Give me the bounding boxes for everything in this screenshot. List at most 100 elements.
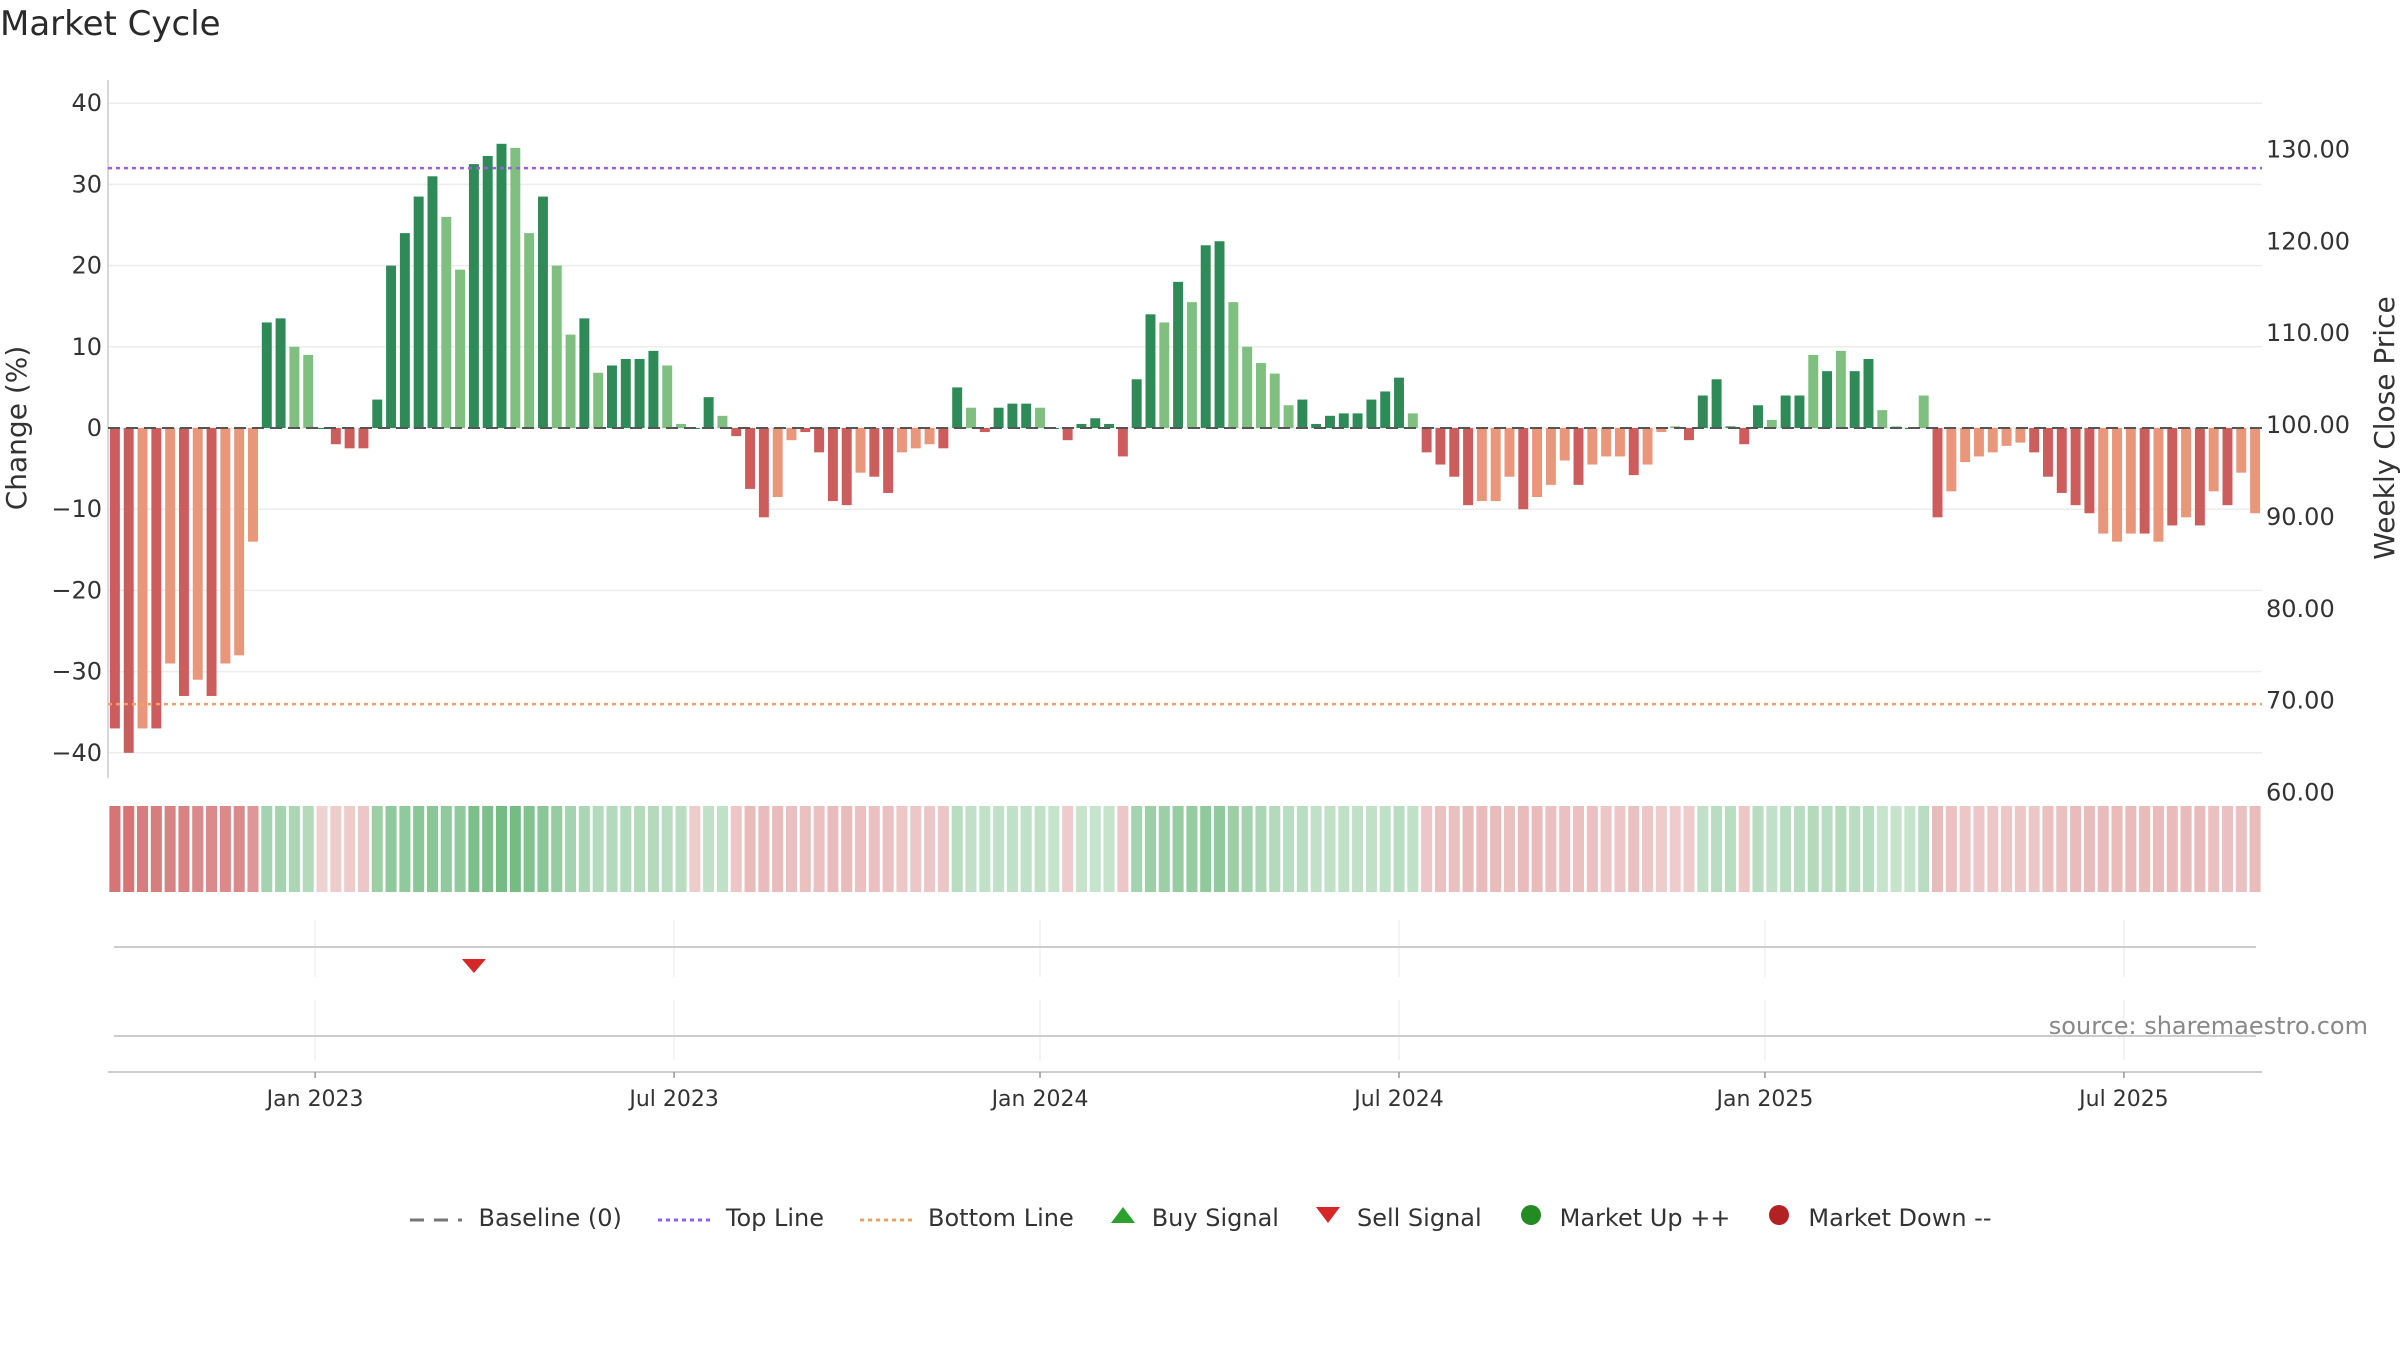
- cycle-strip-cell: [2139, 806, 2151, 892]
- cycle-strip-cell: [2249, 806, 2261, 892]
- cycle-strip-cell: [924, 806, 936, 892]
- legend-item-top-line[interactable]: Top Line: [656, 1204, 824, 1232]
- cycle-strip-cell: [799, 806, 811, 892]
- cycle-strip-cell: [661, 806, 673, 892]
- cycle-strip-cell: [1669, 806, 1681, 892]
- legend-item-baseline[interactable]: Baseline (0): [408, 1204, 622, 1232]
- cycle-strip-cell: [1034, 806, 1046, 892]
- change-bar: [1684, 428, 1694, 441]
- source-label: source: sharemaestro.com: [2049, 1012, 2368, 1040]
- legend-label-bottom-line: Bottom Line: [928, 1204, 1074, 1232]
- cycle-strip-cell: [647, 806, 659, 892]
- change-bar: [123, 428, 134, 753]
- cycle-strip-cell: [2111, 806, 2123, 892]
- change-bar: [2015, 428, 2026, 443]
- change-bar: [786, 428, 797, 441]
- change-bar: [607, 365, 617, 428]
- cycle-strip-cell: [2014, 806, 2026, 892]
- cycle-strip-cell: [1766, 806, 1778, 892]
- change-bar: [1435, 428, 1446, 465]
- y2-axis-title: Weekly Close Price: [2368, 296, 2400, 559]
- cycle-strip-cell: [993, 806, 1005, 892]
- cycle-strip-cell: [1462, 806, 1474, 892]
- cycle-strip-cell: [1324, 806, 1336, 892]
- cycle-strip-cell: [1448, 806, 1460, 892]
- change-bar: [2125, 428, 2136, 534]
- change-bar: [1035, 407, 1045, 428]
- change-bar: [717, 415, 728, 428]
- cycle-strip-cell: [2180, 806, 2192, 892]
- cycle-strip-cell: [2028, 806, 2040, 892]
- change-bar: [966, 407, 976, 428]
- cycle-strip-cell: [1780, 806, 1792, 892]
- cycle-strip-cell: [233, 806, 245, 892]
- legend-item-bottom-line[interactable]: Bottom Line: [858, 1204, 1074, 1232]
- change-bar: [1463, 428, 1474, 506]
- change-bar: [2001, 428, 2012, 446]
- cycle-strip-cell: [1310, 806, 1322, 892]
- legend-label-top-line: Top Line: [725, 1204, 825, 1232]
- change-bar: [676, 423, 686, 428]
- change-bar: [1532, 428, 1543, 498]
- change-bar: [1325, 415, 1335, 428]
- change-bar: [814, 428, 825, 453]
- cycle-strip-cell: [868, 806, 880, 892]
- change-bar: [1407, 413, 1418, 428]
- y-tick-label: −40: [51, 739, 102, 767]
- cycle-strip-cell: [1006, 806, 1018, 892]
- cycle-strip-cell: [1421, 806, 1433, 892]
- y-tick-label: −20: [51, 576, 102, 604]
- x-tick-label: Jul 2023: [627, 1087, 719, 1112]
- cycle-strip-cell: [440, 806, 452, 892]
- cycle-strip-cell: [206, 806, 218, 892]
- change-bar: [468, 164, 479, 428]
- legend-item-sell-signal[interactable]: Sell Signal: [1313, 1204, 1482, 1232]
- legend-item-buy-signal[interactable]: Buy Signal: [1108, 1204, 1279, 1232]
- cycle-strip-cell: [344, 806, 356, 892]
- cycle-strip-cell: [1517, 806, 1529, 892]
- change-bar: [1960, 428, 1971, 463]
- change-bar: [2084, 428, 2095, 514]
- change-bar: [1946, 428, 1957, 492]
- red-dot-icon: [1764, 1203, 1794, 1233]
- y-tick-label: 10: [71, 333, 102, 361]
- cycle-strip-cell: [1628, 806, 1640, 892]
- legend-label-baseline: Baseline (0): [478, 1204, 622, 1232]
- change-bar: [593, 372, 604, 428]
- green-dot-icon: [1516, 1203, 1546, 1233]
- cycle-strip-cell: [2194, 806, 2206, 892]
- change-bar: [952, 387, 963, 428]
- change-bar: [1214, 241, 1225, 428]
- cycle-strip-cell: [2125, 806, 2137, 892]
- change-bar: [399, 233, 410, 428]
- legend-item-market-down[interactable]: Market Down --: [1764, 1203, 1992, 1233]
- cycle-strip-cell: [2001, 806, 2013, 892]
- change-bar: [1228, 302, 1239, 428]
- change-bar: [745, 428, 756, 489]
- cycle-strip-cell: [578, 806, 590, 892]
- change-bar: [1987, 428, 1998, 453]
- change-bar: [634, 358, 645, 428]
- change-bar: [1159, 322, 1170, 428]
- change-bar: [344, 428, 355, 449]
- change-bar: [261, 322, 272, 428]
- change-bar: [1476, 428, 1487, 502]
- change-bar: [1421, 428, 1432, 453]
- legend-label-market-up: Market Up ++: [1559, 1204, 1731, 1232]
- change-bar: [1283, 405, 1294, 428]
- cycle-strip-cell: [620, 806, 632, 892]
- cycle-strip-cell: [1186, 806, 1198, 892]
- cycle-strip-cell: [1227, 806, 1239, 892]
- change-bar: [289, 346, 300, 428]
- cycle-strip-cell: [634, 806, 646, 892]
- legend-item-market-up[interactable]: Market Up ++: [1516, 1203, 1731, 1233]
- change-bar: [496, 143, 507, 429]
- change-bar: [1835, 350, 1846, 428]
- cycle-strip-cell: [1241, 806, 1253, 892]
- cycle-strip-cell: [302, 806, 314, 892]
- cycle-strip-cell: [219, 806, 231, 892]
- cycle-strip-cell: [1973, 806, 1985, 892]
- cycle-strip-cell: [426, 806, 439, 892]
- cycle-strip-cell: [1255, 806, 1267, 892]
- change-bar: [386, 265, 397, 428]
